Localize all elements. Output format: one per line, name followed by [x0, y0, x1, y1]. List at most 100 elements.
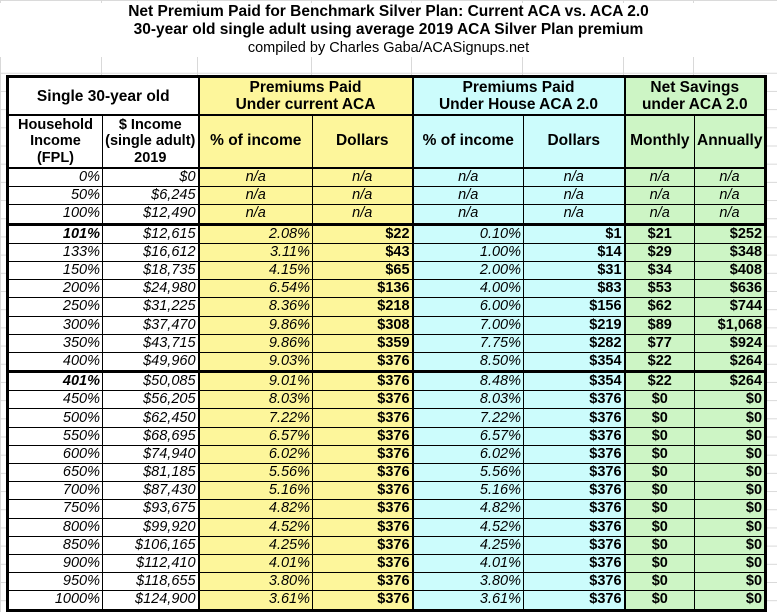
cell-annual-savings: $0: [694, 462, 767, 483]
cell-income: $12,615: [101, 222, 200, 244]
cell-monthly-savings: $0: [623, 481, 696, 501]
col-header-fpl: Household Income (FPL): [7, 114, 103, 169]
cell-income: $18,735: [101, 260, 200, 281]
cell-house-pct: n/a: [411, 167, 525, 188]
cell-current-dollars: $65: [312, 260, 414, 281]
cell-house-dollars: $376: [523, 426, 626, 446]
cell-house-dollars: $376: [523, 481, 626, 501]
table-row: 350% $43,715 9.86% $359 7.75% $282 $77 $924: [7, 333, 767, 353]
cell-current-dollars: $359: [312, 333, 414, 353]
cell-current-pct: 4.52%: [197, 517, 314, 537]
cell-house-dollars: $376: [523, 499, 626, 519]
cell-current-dollars: $308: [312, 315, 414, 335]
table-body: 0% $0 n/a n/a n/a n/a n/a n/a 50% $6,245 n/a n/a n/a…: [7, 167, 767, 611]
cell-house-pct: 6.02%: [411, 444, 525, 465]
cell-fpl: 401%: [7, 370, 103, 392]
title-line-1: Net Premium Paid for Benchmark Silver Pl…: [128, 3, 649, 20]
cell-current-dollars: $376: [312, 351, 414, 373]
cell-fpl: 600%: [7, 444, 103, 465]
cell-monthly-savings: $0: [623, 499, 696, 519]
cell-income: $37,470: [101, 315, 200, 335]
col-header-line: Household: [18, 116, 93, 133]
cell-income: $124,900: [101, 590, 200, 611]
cell-fpl: 650%: [7, 462, 103, 483]
cell-house-pct: 3.61%: [411, 590, 525, 611]
cell-house-dollars: n/a: [523, 167, 626, 188]
cell-income: $81,185: [101, 462, 200, 483]
cell-current-dollars: $376: [312, 390, 414, 410]
cell-fpl: 400%: [7, 351, 103, 373]
cell-fpl: 800%: [7, 517, 103, 537]
cell-house-pct: 7.00%: [411, 315, 525, 335]
cell-annual-savings: $0: [694, 499, 767, 519]
cell-current-dollars: $376: [312, 499, 414, 519]
cell-monthly-savings: $0: [623, 408, 696, 428]
cell-fpl: 100%: [7, 204, 103, 225]
cell-annual-savings: $0: [694, 408, 767, 428]
cell-monthly-savings: n/a: [623, 204, 696, 225]
table-row: 950% $118,655 3.80% $376 3.80% $376 $0 $0: [7, 572, 767, 592]
table-row: 600% $74,940 6.02% $376 6.02% $376 $0 $0: [7, 444, 767, 465]
cell-income: $50,085: [101, 370, 200, 392]
title-line-2: 30-year old single adult using average 2…: [133, 21, 644, 38]
cell-house-dollars: $376: [523, 390, 626, 410]
cell-income: $118,655: [101, 572, 200, 592]
cell-current-dollars: $376: [312, 535, 414, 555]
cell-annual-savings: $636: [694, 279, 767, 299]
title-credit: compiled by Charles Gaba/ACASignups.net: [247, 40, 530, 56]
cell-annual-savings: n/a: [694, 186, 767, 206]
cell-current-pct: 6.57%: [197, 426, 314, 446]
cell-income: $62,450: [101, 408, 200, 428]
cell-current-dollars: $22: [312, 222, 414, 244]
table-row: 800% $99,920 4.52% $376 4.52% $376 $0 $0: [7, 517, 767, 537]
cell-house-pct: 4.00%: [411, 279, 525, 299]
cell-house-dollars: $282: [523, 333, 626, 353]
group-header-line: Under current ACA: [235, 96, 376, 113]
cell-house-pct: 4.52%: [411, 517, 525, 537]
cell-house-dollars: $376: [523, 408, 626, 428]
cell-house-pct: 7.22%: [411, 408, 525, 428]
cell-house-pct: 8.03%: [411, 390, 525, 410]
cell-annual-savings: $0: [694, 572, 767, 592]
table-row: 401% $50,085 9.01% $376 8.48% $354 $22 $264: [7, 370, 767, 392]
cell-current-pct: 5.16%: [197, 481, 314, 501]
cell-current-dollars: $136: [312, 279, 414, 299]
col-header-line: Income: [30, 133, 81, 150]
cell-income: $68,695: [101, 426, 200, 446]
cell-house-pct: 4.25%: [411, 535, 525, 555]
cell-annual-savings: $348: [694, 242, 767, 262]
cell-house-pct: 7.75%: [411, 333, 525, 353]
group-header-net-savings: Net Savings under ACA 2.0: [623, 76, 767, 116]
cell-fpl: 550%: [7, 426, 103, 446]
table-row: 900% $112,410 4.01% $376 4.01% $376 $0 $0: [7, 553, 767, 574]
cell-fpl: 450%: [7, 390, 103, 410]
cell-current-dollars: $376: [312, 426, 414, 446]
table-row: 133% $16,612 3.11% $43 1.00% $14 $29 $348: [7, 242, 767, 262]
cell-income: $112,410: [101, 553, 200, 574]
cell-current-pct: 3.61%: [197, 590, 314, 611]
group-header-current-aca: Premiums Paid Under current ACA: [197, 76, 414, 116]
cell-current-dollars: $218: [312, 297, 414, 317]
cell-income: $99,920: [101, 517, 200, 537]
cell-current-dollars: $376: [312, 553, 414, 574]
cell-current-pct: n/a: [197, 204, 314, 225]
cell-current-dollars: $376: [312, 370, 414, 392]
cell-monthly-savings: $53: [623, 279, 696, 299]
cell-fpl: 700%: [7, 481, 103, 501]
cell-current-pct: 2.08%: [197, 222, 314, 244]
cell-current-pct: 8.36%: [197, 297, 314, 317]
column-header-row: Household Income (FPL) $ Income (single adu…: [7, 114, 767, 169]
cell-income: $16,612: [101, 242, 200, 262]
cell-current-pct: 8.03%: [197, 390, 314, 410]
cell-current-pct: 5.56%: [197, 462, 314, 483]
col-header-monthly: Monthly: [623, 114, 696, 169]
group-header-single: Single 30-year old: [6, 76, 200, 116]
cell-annual-savings: $0: [694, 444, 767, 465]
cell-fpl: 1000%: [7, 590, 103, 611]
cell-house-pct: 4.01%: [411, 553, 525, 574]
group-header-house-aca: Premiums Paid Under House ACA 2.0: [411, 76, 626, 116]
cell-current-dollars: $376: [312, 408, 414, 428]
cell-income: $24,980: [101, 279, 200, 299]
cell-monthly-savings: $22: [623, 370, 696, 392]
cell-monthly-savings: $0: [623, 590, 696, 611]
